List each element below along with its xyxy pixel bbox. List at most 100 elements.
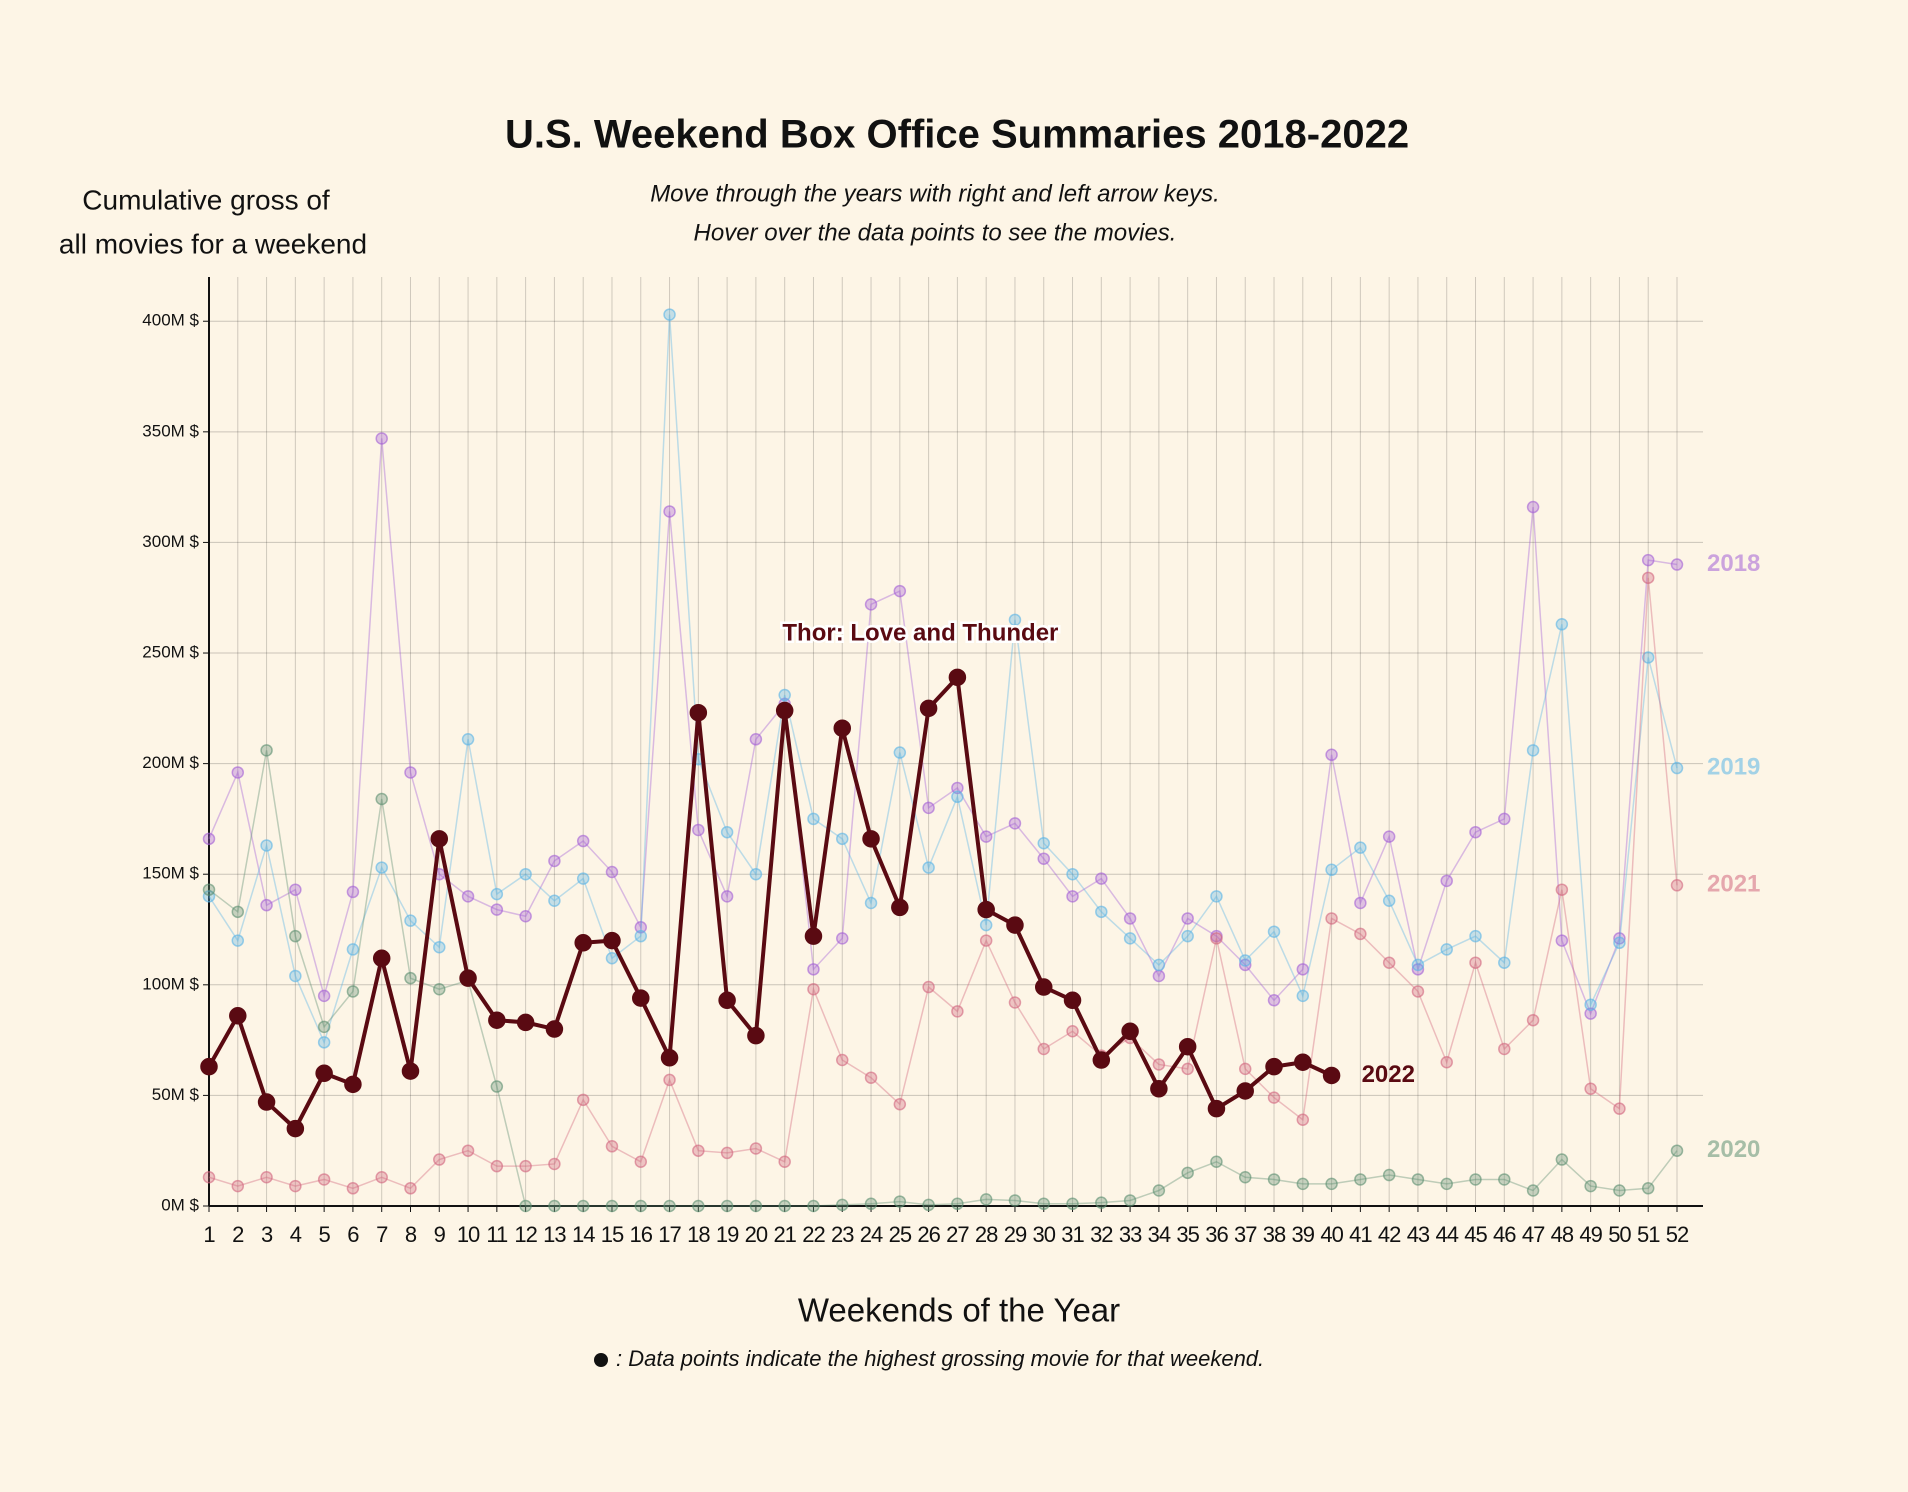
data-point [574,934,592,952]
x-tick-label: 46 [1493,1222,1516,1247]
data-point [1411,958,1425,972]
x-tick-label: 5 [319,1222,331,1247]
data-point [317,1036,331,1049]
data-point [603,931,621,950]
data-point [747,1026,765,1045]
data-point [1066,1025,1079,1038]
x-tick-label: 34 [1148,1222,1171,1247]
x-tick-label: 6 [347,1222,359,1247]
series-label: 2022 [1362,1061,1415,1088]
y-tick-label: 50M $ [152,1085,200,1104]
data-point [1066,867,1079,881]
data-point [663,1073,676,1087]
data-point [1641,571,1655,585]
data-point [1152,1184,1166,1197]
data-point [1469,956,1482,969]
x-tick-label: 15 [601,1222,624,1247]
data-point [1613,936,1626,950]
data-point [605,1140,619,1153]
data-point [1095,905,1108,919]
data-point [231,934,245,947]
data-point [893,1098,907,1111]
data-point [260,898,273,912]
data-point [1411,1173,1425,1186]
data-point [1325,748,1338,762]
x-tick-label: 52 [1666,1222,1689,1247]
data-point [317,989,331,1003]
data-point [804,927,823,945]
data-point [979,918,993,932]
x-tick-label: 1 [203,1222,215,1247]
data-point [1670,558,1684,571]
series-line [208,577,1678,1190]
data-point [1095,1196,1108,1209]
data-point [634,1199,648,1213]
data-point [605,865,619,879]
x-tick-label: 22 [802,1222,825,1247]
y-axis-label: Cumulative gross of [82,184,330,215]
data-point [1123,932,1137,945]
data-point [289,1179,302,1193]
data-point [1498,1042,1511,1056]
series-label: 2021 [1707,871,1760,898]
data-point [490,1159,504,1173]
y-tick-label: 250M $ [142,643,199,662]
x-tick-label: 13 [543,1222,566,1247]
data-point [1354,1173,1367,1186]
data-point [375,861,388,874]
data-point [1296,963,1310,976]
data-point [1322,1066,1341,1085]
data-point [663,505,676,518]
data-point [632,989,650,1007]
data-point [720,890,734,903]
data-point [1382,1168,1396,1182]
data-point [1613,932,1626,945]
data-point [344,1075,362,1094]
data-point [864,1197,878,1211]
data-point [519,1199,532,1213]
data-point [315,1064,333,1083]
x-tick-label: 30 [1033,1222,1056,1247]
data-point [1526,1013,1540,1027]
data-point [372,949,391,968]
data-point [836,932,849,945]
x-tick-label: 38 [1263,1222,1286,1247]
x-tick-label: 50 [1608,1222,1631,1247]
data-point [1670,761,1684,775]
data-point [634,1155,648,1169]
data-point [490,903,504,916]
data-point [548,1199,561,1213]
data-point [1440,1055,1453,1069]
y-tick-label: 300M $ [142,532,199,551]
series-2022 [200,668,1341,1138]
data-point [1123,1194,1137,1207]
series-2018 [202,432,1684,1020]
y-tick-label: 0M $ [161,1195,199,1214]
y-tick-label: 350M $ [142,421,199,440]
x-tick-label: 49 [1579,1222,1602,1247]
footnote: : Data points indicate the highest gross… [616,1346,1264,1371]
data-point [404,1182,417,1195]
data-point [576,872,590,885]
data-point [289,929,302,943]
data-point [836,1198,849,1212]
data-point [1555,1153,1569,1166]
data-point [1440,943,1453,956]
data-point [893,1195,907,1208]
data-point [919,699,938,718]
data-point [1325,863,1338,877]
data-point [1092,1051,1111,1069]
series-line [208,438,1678,1016]
data-point [346,943,360,956]
data-point [663,1199,676,1213]
data-point [1181,912,1194,925]
data-point [807,982,820,996]
data-point [1008,613,1022,627]
x-tick-label: 44 [1435,1222,1458,1247]
data-point [749,1142,763,1155]
series-line [208,314,1678,1045]
data-point [1181,1166,1194,1180]
data-point [1267,1173,1281,1186]
data-point [948,668,967,687]
